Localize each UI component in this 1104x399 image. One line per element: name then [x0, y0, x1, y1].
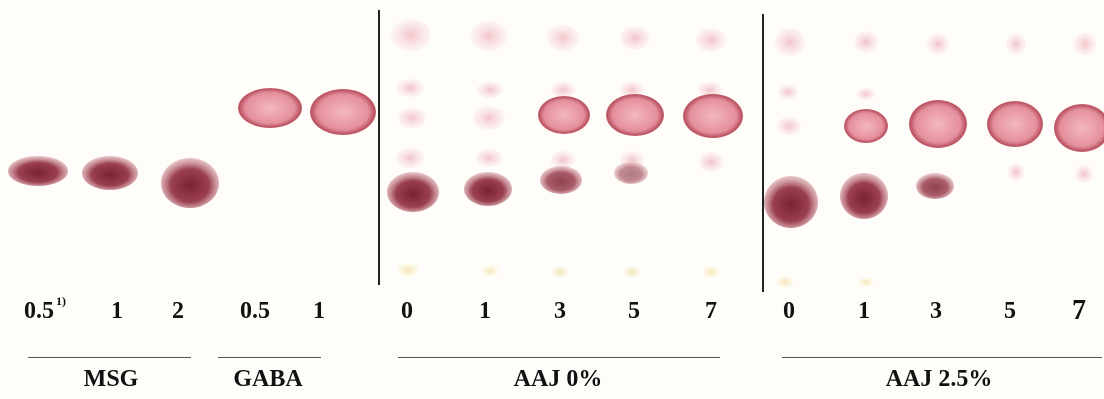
- lane-label: 0: [783, 298, 795, 324]
- group-underline: [782, 357, 1102, 358]
- spot: [473, 106, 505, 130]
- lane-label: 0.5 1): [24, 294, 66, 324]
- spot: [396, 79, 424, 97]
- lane-label: 3: [554, 298, 566, 324]
- spot: [1054, 104, 1104, 152]
- spot: [477, 82, 503, 98]
- lane-label: 7: [1072, 295, 1086, 326]
- spot: [854, 31, 878, 53]
- spot: [391, 19, 431, 51]
- group-label-msg: MSG: [83, 366, 139, 392]
- spot: [551, 266, 569, 278]
- group-underline: [398, 357, 720, 358]
- spot: [620, 82, 644, 98]
- lane-label: 5: [1004, 298, 1016, 324]
- spot: [858, 277, 874, 287]
- group-label-gaba: GABA: [233, 366, 303, 392]
- spot: [987, 101, 1043, 147]
- spot: [776, 276, 794, 288]
- spot: [8, 156, 68, 186]
- spot: [683, 94, 743, 138]
- spot: [623, 266, 641, 278]
- spot: [699, 152, 723, 172]
- spot: [909, 100, 967, 148]
- spot: [614, 162, 648, 184]
- spot: [238, 88, 302, 128]
- spot: [778, 85, 798, 99]
- lane-label: 0: [401, 298, 413, 324]
- spot: [844, 109, 888, 143]
- spot: [1006, 34, 1026, 54]
- spot: [398, 108, 426, 128]
- spot: [547, 25, 579, 51]
- spot: [540, 166, 582, 194]
- spot: [620, 26, 650, 50]
- lane-label: 3: [930, 298, 942, 324]
- lane-label: 1: [479, 298, 491, 324]
- spot: [606, 94, 664, 136]
- spot: [476, 149, 502, 167]
- spot: [702, 266, 720, 278]
- group-label-aaj-0: AAJ 0%: [513, 366, 603, 392]
- spot: [481, 265, 499, 277]
- lane-label: 0.5: [240, 298, 270, 324]
- spot: [397, 263, 419, 277]
- spot: [696, 28, 726, 52]
- group-underline: [28, 357, 191, 358]
- spot: [840, 173, 888, 219]
- lane-label: 1: [313, 298, 325, 324]
- spot: [551, 151, 575, 169]
- group-underline: [218, 357, 321, 358]
- lane-label: 5: [628, 298, 640, 324]
- spot: [764, 176, 818, 228]
- lane-label: 2: [172, 298, 184, 324]
- lane-label: 7: [705, 298, 717, 324]
- tlc-plate: [8, 10, 1104, 292]
- spot: [82, 156, 138, 190]
- spot: [310, 89, 376, 135]
- spot: [927, 34, 949, 54]
- spot: [1074, 33, 1096, 55]
- spot: [396, 148, 424, 168]
- spot: [698, 82, 722, 98]
- spot: [387, 172, 439, 212]
- spot: [161, 158, 219, 208]
- spot: [775, 28, 805, 56]
- spot: [538, 96, 590, 134]
- spot: [551, 82, 575, 98]
- spot: [857, 88, 875, 100]
- lane-label: 1: [111, 298, 123, 324]
- spot: [471, 21, 507, 51]
- spot: [916, 173, 954, 199]
- spot: [1008, 163, 1024, 181]
- spot: [1075, 165, 1093, 183]
- spot: [464, 172, 512, 206]
- group-label-aaj-2-5: AAJ 2.5%: [885, 366, 993, 392]
- spot: [777, 117, 801, 135]
- lane-label: 1: [858, 298, 870, 324]
